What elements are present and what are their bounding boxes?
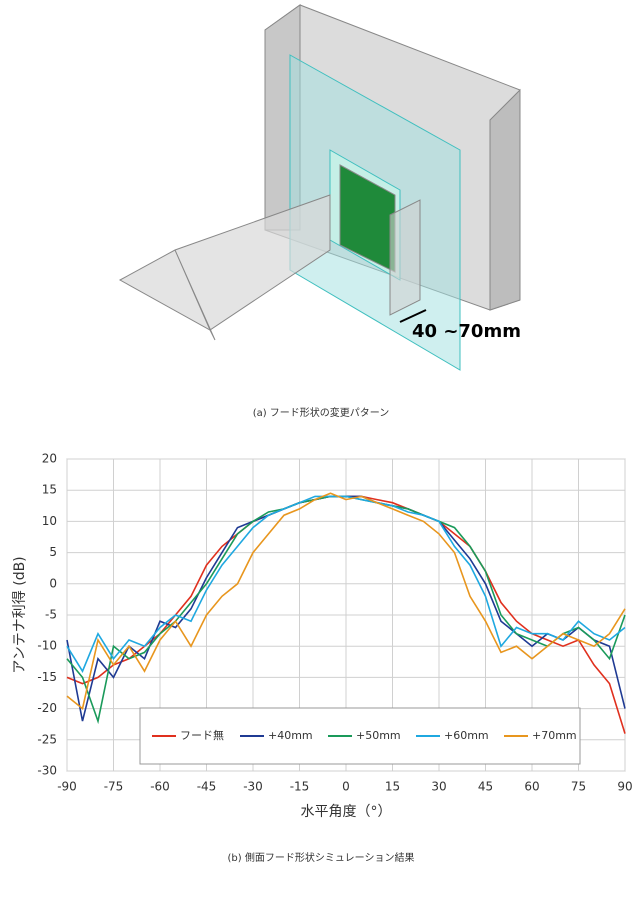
dimension-label: 40 ~70mm: [412, 321, 521, 342]
y-tick-label: 15: [42, 483, 57, 497]
x-tick-label: -75: [104, 780, 124, 794]
x-tick-label: 0: [342, 780, 350, 794]
y-tick-label: 20: [42, 452, 57, 466]
y-tick-label: 10: [42, 514, 57, 528]
y-tick-label: 5: [49, 545, 57, 559]
y-tick-label: -10: [37, 639, 57, 653]
y-tick-label: -15: [37, 670, 57, 684]
series-line: [66, 492, 626, 711]
legend-label: +50mm: [356, 729, 401, 742]
x-tick-label: 45: [478, 780, 493, 794]
x-tick-label: -60: [150, 780, 170, 794]
y-tick-label: 0: [49, 576, 57, 590]
y-tick-label: -30: [37, 764, 57, 778]
x-tick-label: 30: [431, 780, 446, 794]
x-tick-label: -90: [57, 780, 77, 794]
y-axis-label: アンテナ利得 (dB): [11, 556, 28, 673]
caption: (a) フード形状の変更パターン: [253, 406, 390, 419]
x-tick-label: 90: [617, 780, 632, 794]
legend-label: +70mm: [532, 729, 577, 742]
legend-label: フード無: [180, 728, 224, 742]
x-tick-label: 60: [524, 780, 539, 794]
y-tick-label: -5: [45, 608, 57, 622]
x-axis-label: 水平角度（°）: [301, 804, 392, 820]
y-tick-label: -20: [37, 701, 57, 715]
x-tick-label: 75: [571, 780, 586, 794]
x-tick-label: -45: [197, 780, 217, 794]
hood-diagram: [118, 4, 521, 371]
caption: (b) 側面フード形状シミュレーション結果: [228, 851, 415, 864]
legend-label: +60mm: [444, 729, 489, 742]
y-tick-label: -25: [37, 732, 57, 746]
x-tick-label: 15: [385, 780, 400, 794]
x-tick-label: -15: [290, 780, 310, 794]
x-tick-label: -30: [243, 780, 263, 794]
legend-label: +40mm: [268, 729, 313, 742]
series-line: [66, 495, 626, 673]
